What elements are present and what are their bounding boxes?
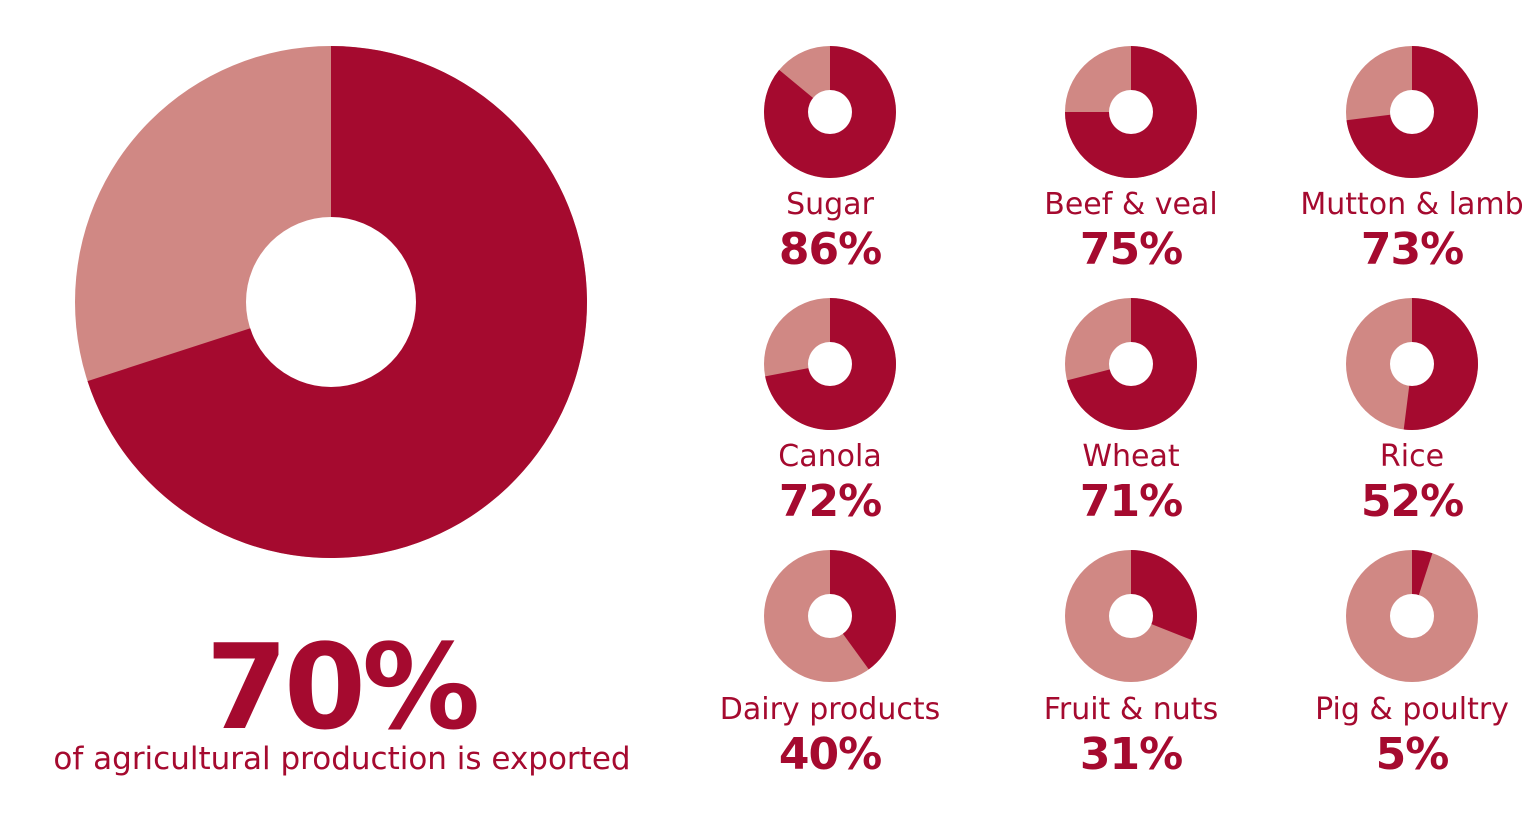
donut-hole bbox=[1109, 90, 1153, 134]
item-name: Fruit & nuts bbox=[1043, 692, 1219, 727]
item-name: Wheat bbox=[1082, 439, 1180, 474]
donut-canola bbox=[764, 298, 897, 430]
donut-hole bbox=[246, 217, 416, 387]
main-donut bbox=[75, 46, 587, 558]
donut-beef-veal bbox=[1065, 46, 1197, 178]
donut-dairy-products bbox=[764, 550, 896, 682]
slice-exported bbox=[1403, 298, 1478, 430]
main-caption: of agricultural production is exported bbox=[53, 741, 631, 777]
donut-pig-poultry bbox=[1346, 550, 1478, 682]
donut-fruit-nuts bbox=[1065, 550, 1197, 682]
donut-wheat bbox=[1065, 298, 1197, 431]
item-name: Beef & veal bbox=[1044, 187, 1218, 222]
donut-hole bbox=[1390, 594, 1434, 638]
donut-sugar bbox=[764, 46, 897, 178]
item-value: 52% bbox=[1360, 476, 1464, 527]
item-value: 75% bbox=[1079, 224, 1183, 275]
item-value: 72% bbox=[778, 476, 882, 527]
donut-rice bbox=[1346, 298, 1478, 430]
item-value: 40% bbox=[778, 729, 882, 780]
item-name: Canola bbox=[778, 439, 882, 474]
item-name: Dairy products bbox=[719, 692, 941, 727]
donut-hole bbox=[1390, 342, 1434, 386]
donut-hole bbox=[1109, 342, 1153, 386]
donut-hole bbox=[808, 594, 852, 638]
item-value: 73% bbox=[1360, 224, 1464, 275]
donut-hole bbox=[808, 342, 852, 386]
donut-hole bbox=[1390, 90, 1434, 134]
item-value: 31% bbox=[1079, 729, 1183, 780]
donut-mutton-lamb bbox=[1346, 46, 1479, 179]
slice-exported bbox=[830, 550, 896, 670]
item-name: Mutton & lamb bbox=[1300, 187, 1524, 222]
item-name: Sugar bbox=[786, 187, 874, 222]
donut-hole bbox=[1109, 594, 1153, 638]
item-name: Pig & poultry bbox=[1315, 692, 1509, 727]
main-value-label: 70% bbox=[205, 618, 480, 756]
item-value: 86% bbox=[778, 224, 882, 275]
item-name: Rice bbox=[1379, 439, 1445, 474]
item-value: 5% bbox=[1375, 729, 1450, 780]
item-value: 71% bbox=[1079, 476, 1183, 527]
donut-hole bbox=[808, 90, 852, 134]
